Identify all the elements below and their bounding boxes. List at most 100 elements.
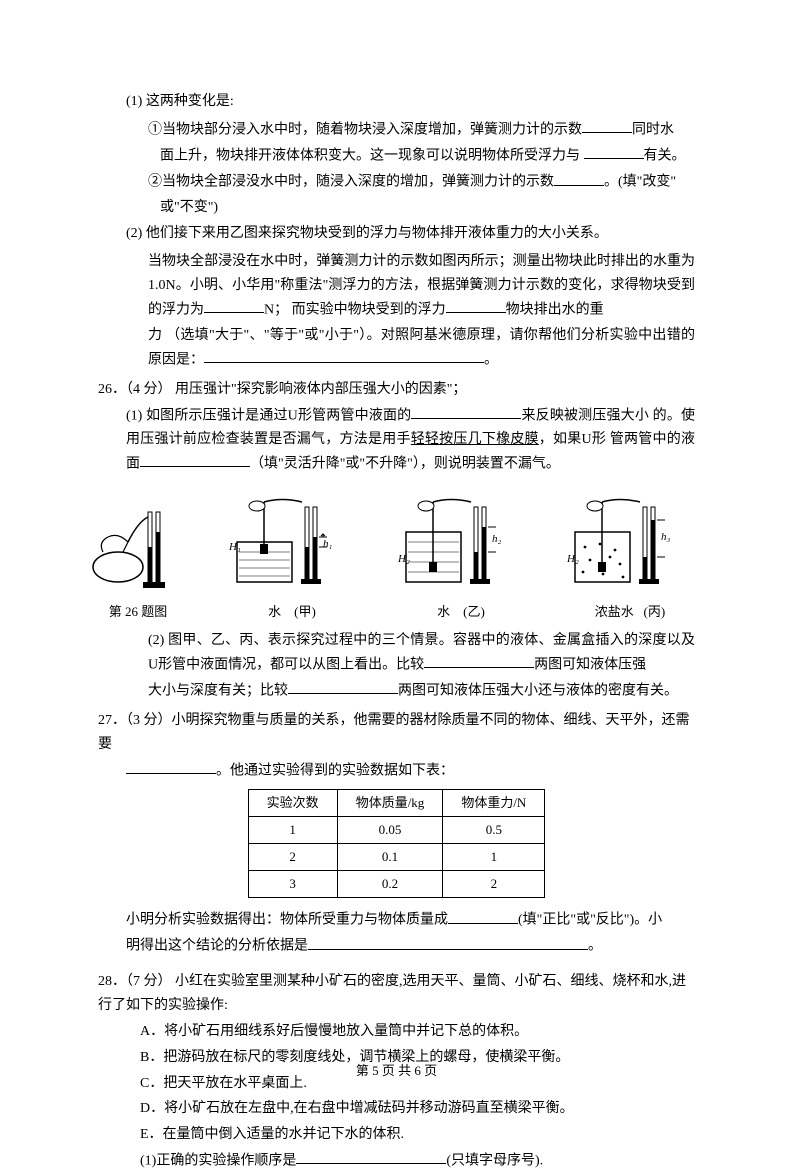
td: 0.5: [443, 816, 545, 843]
svg-text:h₁: h₁: [323, 538, 333, 550]
label: 浓盐水: [595, 604, 634, 619]
td: 0.2: [337, 871, 443, 898]
td: 3: [248, 871, 337, 898]
text: ，如果U形: [539, 432, 606, 447]
diagram-yi: H₂ h₂ 水 (乙): [396, 492, 526, 623]
blank: [446, 298, 506, 313]
blank: [204, 348, 484, 363]
th: 实验次数: [248, 789, 337, 816]
text: (1) 如图所示压强计是通过U形管两管中液面的: [126, 408, 411, 423]
blank: [582, 118, 632, 133]
svg-text:H₁: H₁: [228, 541, 241, 553]
td: 1: [443, 843, 545, 870]
page-content: (1) 这两种变化是: ①当物块部分浸入水中时，随着物块浸入深度增加，弹簧测力计…: [98, 90, 695, 1173]
q26-p1: (1) 如图所示压强计是通过U形管两管中液面的来反映被测压强大小 的。使用压强计…: [98, 404, 695, 476]
q28-header: 28．（7 分） 小红在实验室里测某种小矿石的密度,选用天平、量筒、小矿石、细线…: [98, 970, 695, 1018]
q27-header: 27．（3 分）小明探究物重与质量的关系，他需要的器材除质量不同的物体、细线、天…: [98, 709, 695, 757]
q25-p1-line2: 面上升，物块排开液体体积变大。这一现象可以说明物体所受浮力与 有关。: [98, 144, 695, 168]
td: 2: [443, 871, 545, 898]
label: (甲): [294, 604, 316, 619]
text: 。(填"改变": [604, 175, 676, 190]
caption: 水 (乙): [437, 601, 485, 623]
blank: [126, 759, 216, 774]
q28-q1: (1)正确的实验操作顺序是(只填字母序号).: [98, 1149, 695, 1173]
label: 水: [268, 604, 281, 619]
q25-p1-line1: ①当物块部分浸入水中时，随着物块浸入深度增加，弹簧测力计的示数 同时水: [98, 118, 695, 142]
text: 小明分析实验数据得出：物体所受重力与物体质量成: [126, 913, 448, 928]
q25-part2-label: (2) 他们接下来用乙图来探究物块受到的浮力与物体排开液体重力的大小关系。: [98, 222, 695, 246]
q26-header: 26．（4 分） 用压强计"探究影响液体内部压强大小的因素"；: [98, 378, 695, 402]
text: (1)正确的实验操作顺序是: [140, 1153, 296, 1168]
blank: [448, 908, 518, 923]
q25-p1-line3: ②当物块全部浸没水中时，随浸入深度的增加，弹簧测力计的示数 。(填"改变": [98, 170, 695, 194]
bing-icon: H₂ h₃: [565, 492, 695, 597]
q28-d: D．将小矿石放在左盘中,在右盘中增减砝码并移动游码直至横梁平衡。: [98, 1097, 695, 1121]
svg-text:H₂: H₂: [397, 553, 410, 565]
blank: [204, 298, 264, 313]
jia-icon: H₁ h₁: [227, 492, 357, 597]
td: 2: [248, 843, 337, 870]
blank: [554, 170, 604, 185]
text: 有关。: [644, 148, 686, 163]
svg-text:h₂: h₂: [492, 533, 502, 545]
label: (乙): [463, 604, 485, 619]
text: 面上升，物块排开液体体积变大。这一现象可以说明物体所受浮力与: [160, 148, 580, 163]
text: 。: [588, 939, 602, 954]
blank: [424, 653, 534, 668]
caption: 第 26 题图: [109, 601, 168, 623]
q28-e: E．在量筒中倒入适量的水并记下水的体积.: [98, 1123, 695, 1147]
q25-p2-body2: 力 （选填"大于"、"等于"或"小于"）。对照阿基米德原理，请你帮他们分析实验中…: [98, 324, 695, 372]
q27-p1: 小明分析实验数据得出：物体所受重力与物体质量成 (填"正比"或"反比")。小: [98, 908, 695, 932]
q25-p2-body: 当物块全部浸没在水中时，弹簧测力计的示数如图丙所示；测量出物块此时排出的水重为1…: [98, 250, 695, 322]
text: 明得出这个结论的分析依据是: [126, 939, 308, 954]
q28-a: A．将小矿石用细线系好后慢慢地放入量筒中并记下总的体积。: [98, 1020, 695, 1044]
text: (填"正比"或"反比")。小: [518, 913, 662, 928]
caption: 水 (甲): [268, 601, 316, 623]
q25-part1-label: (1) 这两种变化是:: [98, 90, 695, 114]
q25-p1-line4: 或"不变"): [98, 196, 695, 220]
blank: [296, 1149, 446, 1164]
diagram-jia: H₁ h₁ 水 (甲): [227, 492, 357, 623]
svg-text:H₂: H₂: [566, 553, 579, 565]
text: 。他通过实验得到的实验数据如下表：: [216, 763, 454, 778]
text: 来反映被测压强大小: [521, 408, 649, 423]
td: 1: [248, 816, 337, 843]
label: 水: [437, 604, 450, 619]
text: 两图可知液体压强大小还与液体的密度有关。: [398, 683, 678, 698]
td: 0.1: [337, 843, 443, 870]
svg-text:h₃: h₃: [661, 531, 671, 543]
q27-p1c: 明得出这个结论的分析依据是 。: [98, 934, 695, 958]
q27-table: 实验次数 物体质量/kg 物体重力/N 10.050.5 20.11 30.22: [248, 789, 546, 898]
caption: 浓盐水 (丙): [595, 601, 665, 623]
blank: [288, 679, 398, 694]
table-row: 20.11: [248, 843, 545, 870]
diagram-bing: H₂ h₃ 浓盐水 (丙): [565, 492, 695, 623]
table-header-row: 实验次数 物体质量/kg 物体重力/N: [248, 789, 545, 816]
yi-icon: H₂ h₂: [396, 492, 526, 597]
blank: [411, 404, 521, 419]
text: 大小与深度有关；比较: [148, 683, 288, 698]
q26-p2b: 大小与深度有关；比较 两图可知液体压强大小还与液体的密度有关。: [98, 679, 695, 703]
page-footer: 第 5 页 共 6 页: [0, 1060, 793, 1082]
underlined: 轻轻按压几下橡皮膜: [411, 432, 539, 447]
q27-table-wrap: 实验次数 物体质量/kg 物体重力/N 10.050.5 20.11 30.22: [98, 789, 695, 898]
blank: [140, 452, 250, 467]
q27-header-b: 。他通过实验得到的实验数据如下表：: [98, 759, 695, 783]
text: ①当物块部分浸入水中时，随着物块浸入深度增加，弹簧测力计的示数: [148, 122, 582, 137]
table-row: 10.050.5: [248, 816, 545, 843]
text: 两图可知液体压强: [534, 657, 646, 672]
text: N； 而实验中物块受到的浮力: [264, 302, 446, 317]
td: 0.05: [337, 816, 443, 843]
text: ②当物块全部浸没水中时，随浸入深度的增加，弹簧测力计的示数: [148, 175, 554, 190]
diagram-gauge: 第 26 题图: [88, 492, 188, 623]
text: （填"灵活升降"或"不升降"），则说明装置不漏气。: [250, 456, 560, 471]
text: 同时水: [632, 122, 674, 137]
label: (丙): [644, 604, 666, 619]
text: 。: [484, 352, 498, 367]
gauge-icon: [88, 492, 188, 597]
th: 物体质量/kg: [337, 789, 443, 816]
text: 27．（3 分）小明探究物重与质量的关系，他需要的器材除质量不同的物体、细线、天…: [98, 713, 690, 752]
q26-p2: (2) 图甲、乙、丙、表示探究过程中的三个情景。容器中的液体、金属盒插入的深度以…: [98, 629, 695, 677]
blank: [584, 144, 644, 159]
th: 物体重力/N: [443, 789, 545, 816]
